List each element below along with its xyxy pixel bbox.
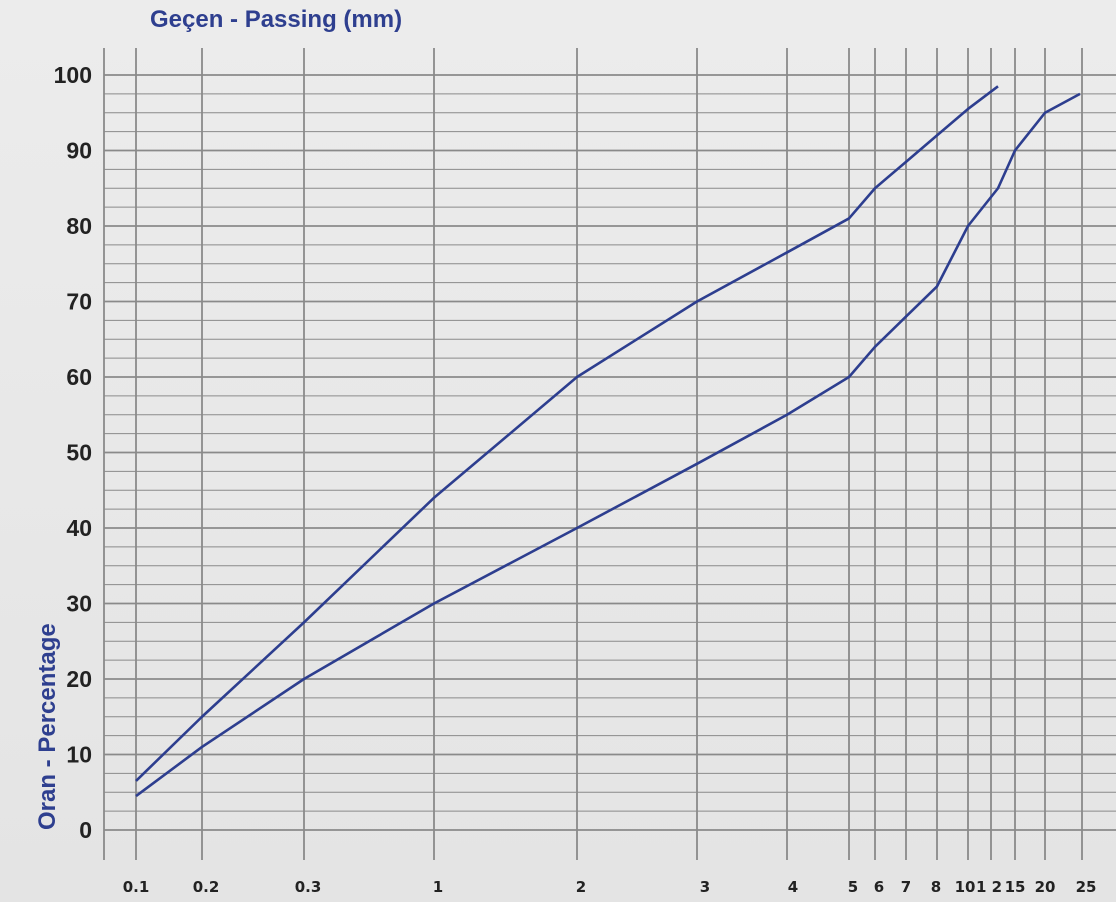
y-tick-label: 40 <box>66 515 92 541</box>
x-tick-label: 6 <box>874 878 884 896</box>
y-tick-label: 100 <box>54 62 92 88</box>
x-tick-label: 0.2 <box>193 878 220 896</box>
x-tick-label: 3 <box>700 878 710 896</box>
x-tick-label: 0.3 <box>295 878 322 896</box>
y-tick-label: 0 <box>79 817 92 843</box>
x-tick-label: 2 <box>576 878 586 896</box>
x-tick-label: 5 <box>848 878 858 896</box>
x-tick-label: 0.1 <box>123 878 150 896</box>
x-tick-label: 20 <box>1035 878 1056 896</box>
chart-title: Geçen - Passing (mm) <box>150 6 403 33</box>
x-tick-label: 1 2 <box>976 878 1002 896</box>
y-tick-label: 10 <box>66 742 92 768</box>
y-tick-label: 80 <box>66 213 92 239</box>
x-tick-label: 4 <box>788 878 798 896</box>
x-tick-label: 7 <box>901 878 911 896</box>
x-tick-label: 8 <box>931 878 941 896</box>
x-tick-label: 1 <box>433 878 443 896</box>
x-tick-label: 15 <box>1005 878 1026 896</box>
y-tick-label: 50 <box>66 440 92 466</box>
y-tick-label: 30 <box>66 591 92 617</box>
series-lower-line <box>135 92 1081 798</box>
x-tick-label: 10 <box>955 878 976 896</box>
x-tick-label: 25 <box>1076 878 1097 896</box>
y-tick-label: 90 <box>66 138 92 164</box>
y-tick-label: 20 <box>66 666 92 692</box>
y-tick-label: 70 <box>66 289 92 315</box>
y-tick-label: 60 <box>66 364 92 390</box>
